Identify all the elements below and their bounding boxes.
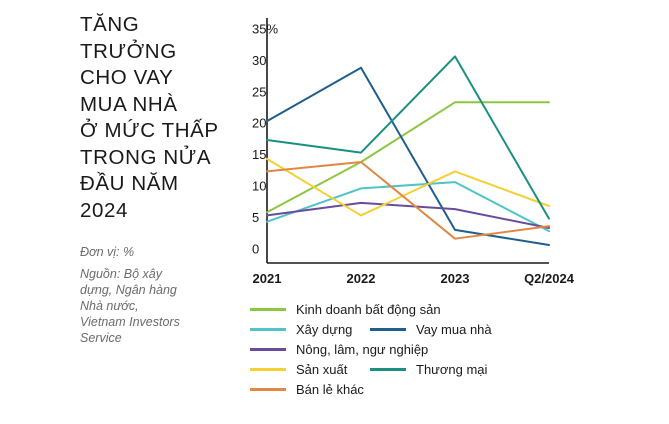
legend-label: Xây dựng bbox=[296, 321, 353, 337]
series-line bbox=[266, 181, 550, 233]
legend-label: Kinh doanh bất động sản bbox=[296, 301, 441, 317]
title-line: ĐẦU NĂM bbox=[80, 172, 179, 195]
series-line bbox=[266, 55, 550, 220]
series-line bbox=[266, 101, 550, 214]
source-line: Nguồn: Bộ xây bbox=[80, 267, 162, 281]
legend-item: Bán lẻ khác bbox=[250, 380, 364, 398]
legend-swatch bbox=[370, 367, 406, 371]
legend-swatch bbox=[250, 367, 286, 371]
x-tick-label: 2023 bbox=[441, 271, 470, 286]
source-line: Nhà nước, bbox=[80, 299, 139, 313]
legend-swatch bbox=[250, 347, 286, 351]
x-tick-label: Q2/2024 bbox=[524, 271, 575, 286]
x-tick-label: 2021 bbox=[253, 271, 282, 286]
series-line bbox=[266, 157, 550, 217]
chart-title: TĂNG TRƯỞNG CHO VAY MUA NHÀ Ở MỨC THẤP TRONG … bbox=[80, 12, 230, 224]
title-line: CHO VAY bbox=[80, 66, 174, 89]
legend-label: Nông, lâm, ngư nghiệp bbox=[296, 341, 429, 357]
series-line bbox=[266, 66, 550, 246]
y-tick-label: 25 bbox=[252, 84, 266, 99]
y-tick-label: 20 bbox=[252, 116, 266, 131]
series-line bbox=[266, 201, 550, 229]
y-tick-label: 15 bbox=[252, 147, 266, 162]
series-line bbox=[266, 161, 550, 240]
x-tick-label: 2022 bbox=[347, 271, 376, 286]
legend-label: Sản xuất bbox=[296, 361, 348, 377]
legend-swatch bbox=[370, 327, 406, 331]
legend-item: Thương mại bbox=[370, 360, 487, 378]
y-tick-label: 35% bbox=[252, 21, 278, 36]
y-tick-label: 5 bbox=[252, 210, 259, 225]
source-line: dựng, Ngân hàng bbox=[80, 283, 177, 297]
legend-swatch bbox=[250, 327, 286, 331]
y-tick-label: 10 bbox=[252, 179, 266, 194]
legend-label: Bán lẻ khác bbox=[296, 381, 364, 397]
source-line: Vietnam Investors bbox=[80, 315, 180, 329]
legend-item: Vay mua nhà bbox=[370, 320, 492, 338]
title-line: TRƯỞNG bbox=[80, 39, 177, 63]
legend-item: Kinh doanh bất động sản bbox=[250, 300, 441, 318]
source-line: Service bbox=[80, 331, 122, 345]
legend-swatch bbox=[250, 307, 286, 311]
y-tick-label: 0 bbox=[252, 241, 259, 256]
legend-item: Sản xuất bbox=[250, 360, 347, 378]
y-tick-label: 30 bbox=[252, 53, 266, 68]
legend-item: Nông, lâm, ngư nghiệp bbox=[250, 340, 428, 358]
title-line: Ở MỨC THẤP bbox=[80, 119, 219, 142]
legend-label: Thương mại bbox=[416, 361, 488, 377]
legend-item: Xây dựng bbox=[250, 320, 352, 338]
unit-label: Đơn vị: % bbox=[80, 245, 135, 259]
legend-label: Vay mua nhà bbox=[416, 321, 492, 337]
title-line: MUA NHÀ bbox=[80, 92, 178, 116]
title-line: TRONG NỬA bbox=[80, 145, 212, 169]
legend-swatch bbox=[250, 387, 286, 391]
source-note: Nguồn: Bộ xây dựng, Ngân hàng Nhà nước, Vie… bbox=[80, 266, 220, 346]
title-line: TĂNG bbox=[80, 13, 140, 36]
title-line: 2024 bbox=[80, 198, 129, 222]
